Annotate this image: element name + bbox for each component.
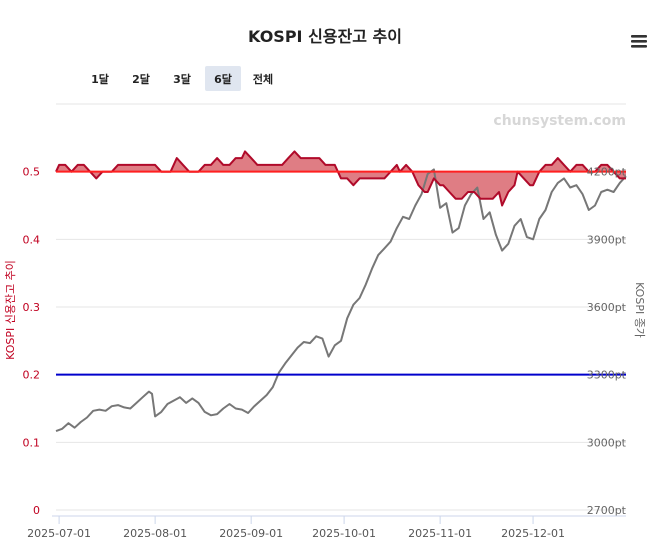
range-button-label: 3달 <box>173 73 191 86</box>
left-axis-title: KOSPI 신용잔고 추이 <box>4 260 17 360</box>
x-axis-tick-label: 2025-11-01 <box>408 527 472 540</box>
watermark: chunsystem.com <box>493 113 626 129</box>
right-axis: 2700pt 3000pt 3300pt 3600pt 3900pt 4200pt <box>587 166 627 517</box>
right-axis-tick-label: 3600pt <box>587 301 627 314</box>
right-axis-tick-label: 4200pt <box>587 166 627 179</box>
left-axis-tick-label: 0.5 <box>23 166 41 179</box>
x-axis-tick-label: 2025-07-01 <box>27 527 91 540</box>
right-axis-tick-label: 3900pt <box>587 233 627 246</box>
left-axis: 0 0.1 0.2 0.3 0.4 0.5 <box>23 166 41 517</box>
hamburger-menu-icon <box>631 35 647 48</box>
x-axis-tick-label: 2025-09-01 <box>219 527 283 540</box>
x-axis-tick-label: 2025-12-01 <box>501 527 565 540</box>
range-button-1[interactable]: 1달 <box>91 73 109 86</box>
chart-menu-button[interactable] <box>628 28 650 50</box>
right-axis-tick-label: 3300pt <box>587 369 627 382</box>
x-axis-tick-label: 2025-08-01 <box>123 527 187 540</box>
left-axis-tick-label: 0.3 <box>23 301 41 314</box>
range-selector: 1달 2달 3달 6달 전체 <box>91 66 273 91</box>
left-axis-tick-label: 0.2 <box>23 369 41 382</box>
range-button-label: 전체 <box>253 72 273 86</box>
range-button-highlight <box>205 66 241 91</box>
chart-title: KOSPI 신용잔고 추이 <box>248 27 402 46</box>
credit-balance-line <box>55 150 626 207</box>
range-button-5[interactable]: 전체 <box>253 72 273 86</box>
range-button-2[interactable]: 2달 <box>132 73 150 86</box>
right-axis-tick-label: 3000pt <box>587 436 627 449</box>
range-button-3[interactable]: 3달 <box>173 73 191 86</box>
range-button-label: 1달 <box>91 73 109 86</box>
kospi-close-line <box>55 168 627 433</box>
range-button-4[interactable]: 6달 <box>205 66 241 91</box>
range-button-label: 6달 <box>214 73 232 86</box>
credit-balance-area <box>56 151 626 206</box>
left-axis-tick-label: 0.4 <box>23 233 41 246</box>
right-axis-title: KOSPI 종가 <box>633 282 646 338</box>
plot-area <box>55 150 627 433</box>
right-axis-tick-label: 2700pt <box>587 504 627 517</box>
range-button-label: 2달 <box>132 73 150 86</box>
left-axis-tick-label: 0 <box>33 504 40 517</box>
x-axis: 2025-07-01 2025-08-01 2025-09-01 2025-10-01… <box>27 515 626 540</box>
left-axis-tick-label: 0.1 <box>23 436 41 449</box>
x-axis-tick-label: 2025-10-01 <box>312 527 376 540</box>
